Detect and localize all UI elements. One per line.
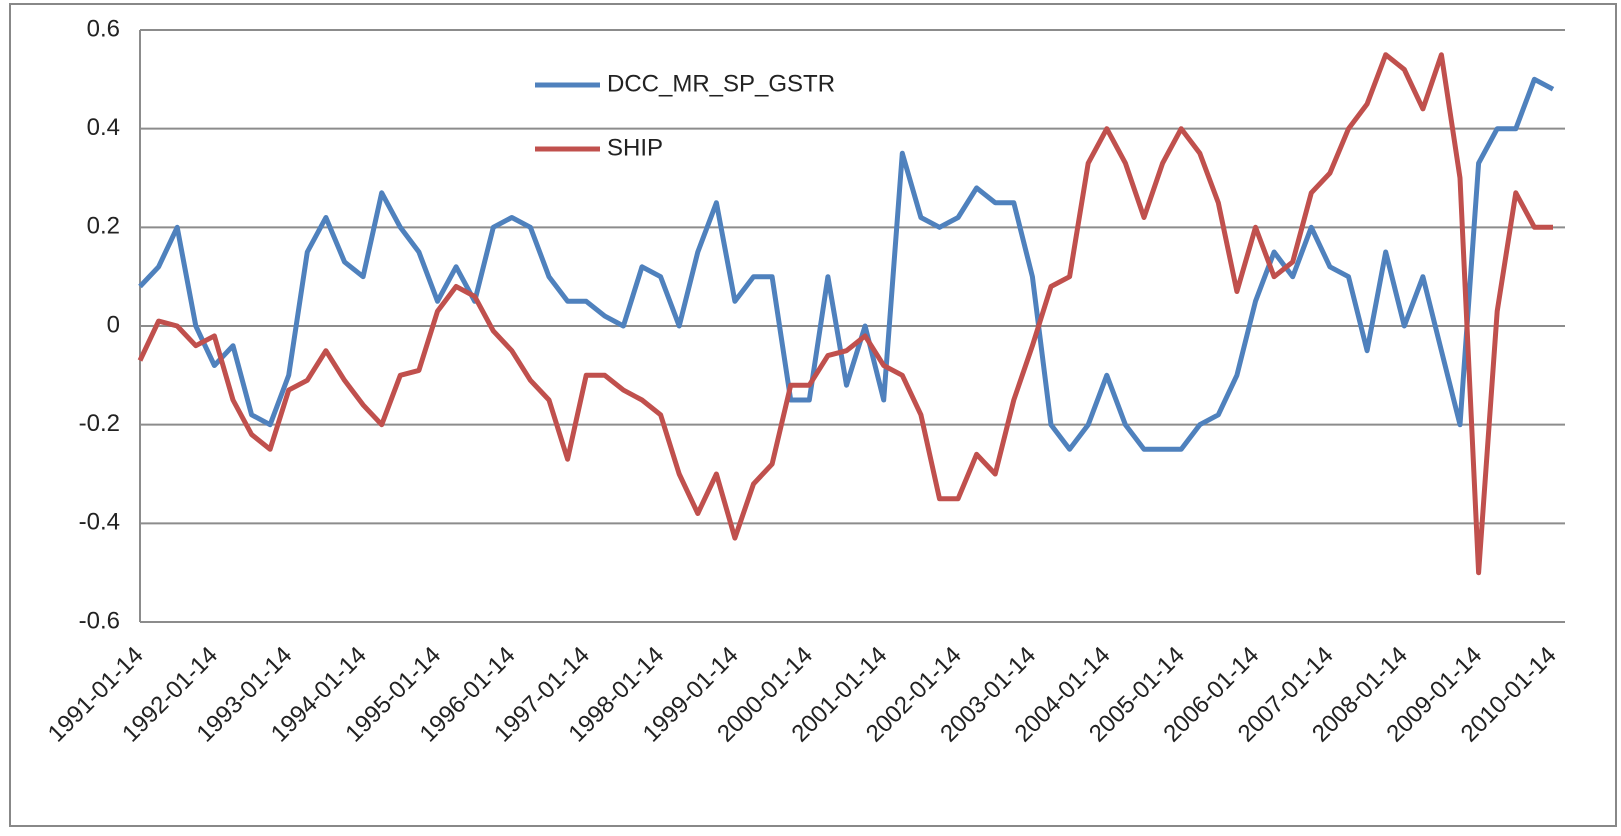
y-tick-label: 0.2	[87, 213, 120, 240]
chart-frame	[9, 3, 1617, 827]
y-tick-label: 0.4	[87, 114, 120, 141]
y-tick-label: -0.4	[79, 509, 120, 536]
y-tick-label: -0.6	[79, 607, 120, 634]
y-tick-label: 0.6	[87, 15, 120, 42]
legend-label: SHIP	[607, 134, 663, 161]
data-line	[137, 52, 1553, 576]
y-tick-label: 0	[107, 311, 120, 338]
legend-label: DCC_MR_SP_GSTR	[607, 70, 835, 97]
y-tick-label: -0.2	[79, 410, 120, 437]
data-line	[138, 76, 1555, 452]
